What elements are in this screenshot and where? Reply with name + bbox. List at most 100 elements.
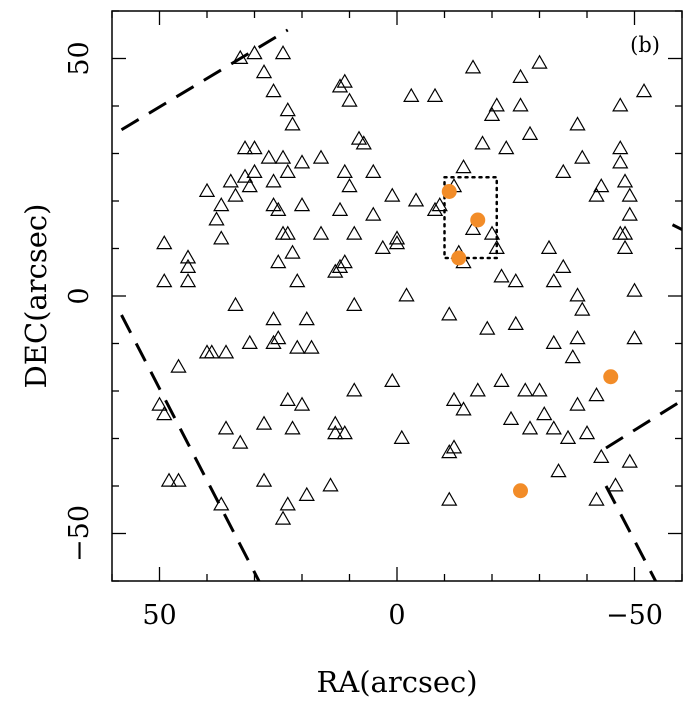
triangle-point [213,230,230,245]
triangle-point [232,49,249,64]
triangle-point [455,159,472,174]
triangle-point [341,92,358,107]
triangle-point [241,178,258,193]
boundary-dashed-line [120,314,261,581]
triangle-point [170,472,187,487]
boundary-dashed-line [671,223,682,231]
triangle-point [588,387,605,402]
triangle-point [398,287,415,302]
triangle-point [621,206,638,221]
triangle-point [265,83,282,98]
triangle-point [607,477,624,492]
triangle-point [255,64,273,79]
triangle-point [569,330,586,345]
y-axis-title: DEC(arcsec) [19,204,53,389]
triangle-point [498,140,515,155]
triangle-point [474,135,491,150]
triangle-point [559,429,577,444]
triangle-point [312,225,330,240]
triangle-point [493,268,510,283]
triangle-point [227,296,244,311]
triangle-point [327,425,344,440]
triangle-point [274,510,292,525]
triangle-point [464,59,482,74]
triangle-point [545,420,562,435]
triangle-point [289,273,306,288]
triangle-point [384,372,401,387]
triangle-point [293,154,311,169]
triangle-point [327,263,344,278]
triangle-point [260,149,277,164]
triangle-point [483,106,501,121]
triangle-point [179,249,197,264]
triangle-point [616,239,634,254]
triangle-point [512,68,529,83]
triangle-point [531,54,548,69]
triangle-point [365,163,382,178]
triangle-point [388,230,406,245]
triangle-point [374,239,391,254]
y-tick-label: −50 [64,505,95,562]
triangle-point [331,201,349,216]
highlight-point [441,184,457,199]
triangle-point [550,463,567,478]
triangle-point [393,429,410,444]
x-tick-label: −50 [606,600,663,631]
triangle-point [616,173,634,188]
triangle-point [593,178,610,193]
triangle-point [208,211,225,226]
triangle-point [365,206,382,221]
triangle-point [621,187,638,202]
triangle-point [170,358,187,373]
triangle-point [241,334,258,349]
triangle-point [555,163,572,178]
triangle-point [336,163,353,178]
highlight-point [470,212,486,228]
triangle-point [469,382,486,397]
triangle-point [255,415,273,430]
triangle-point [284,420,301,435]
x-axis-title: RA(arcsec) [316,665,477,699]
triangle-point [222,173,239,188]
triangle-point [507,315,524,330]
triangle-point [279,391,296,406]
triangle-point [179,258,197,273]
panel-label: (b) [630,33,660,57]
triangle-point [341,178,358,193]
triangle-point [388,235,406,250]
triangle-point [270,254,287,269]
triangle-point [574,149,591,164]
y-tick-label: 50 [64,41,95,75]
boundary-dashed-line [120,28,289,132]
triangle-point [265,334,282,349]
triangle-point [564,349,581,364]
y-tick-label: 0 [64,287,95,304]
triangle-point [327,415,344,430]
triangle-point [236,140,254,155]
triangle-point [588,491,605,506]
triangle-point [531,382,548,397]
triangle-point [488,239,505,254]
triangle-point [279,102,296,117]
triangle-point [274,225,292,240]
triangle-point [545,273,562,288]
triangle-point [517,382,534,397]
triangle-point [593,448,610,463]
triangle-point [621,453,638,468]
triangle-point [160,472,178,487]
triangle-point [303,339,320,354]
triangle-point [569,287,586,302]
triangle-point [331,78,349,93]
triangle-point [279,163,296,178]
triangle-point [274,149,292,164]
triangle-point [512,97,529,112]
triangle-point [151,396,168,411]
highlight-point [451,250,467,266]
triangle-point [426,201,444,216]
boundary-lines [120,28,682,581]
triangle-point [203,344,220,359]
triangle-point [289,339,306,354]
boundary-dashed-line [605,399,682,450]
triangle-point [179,273,197,288]
